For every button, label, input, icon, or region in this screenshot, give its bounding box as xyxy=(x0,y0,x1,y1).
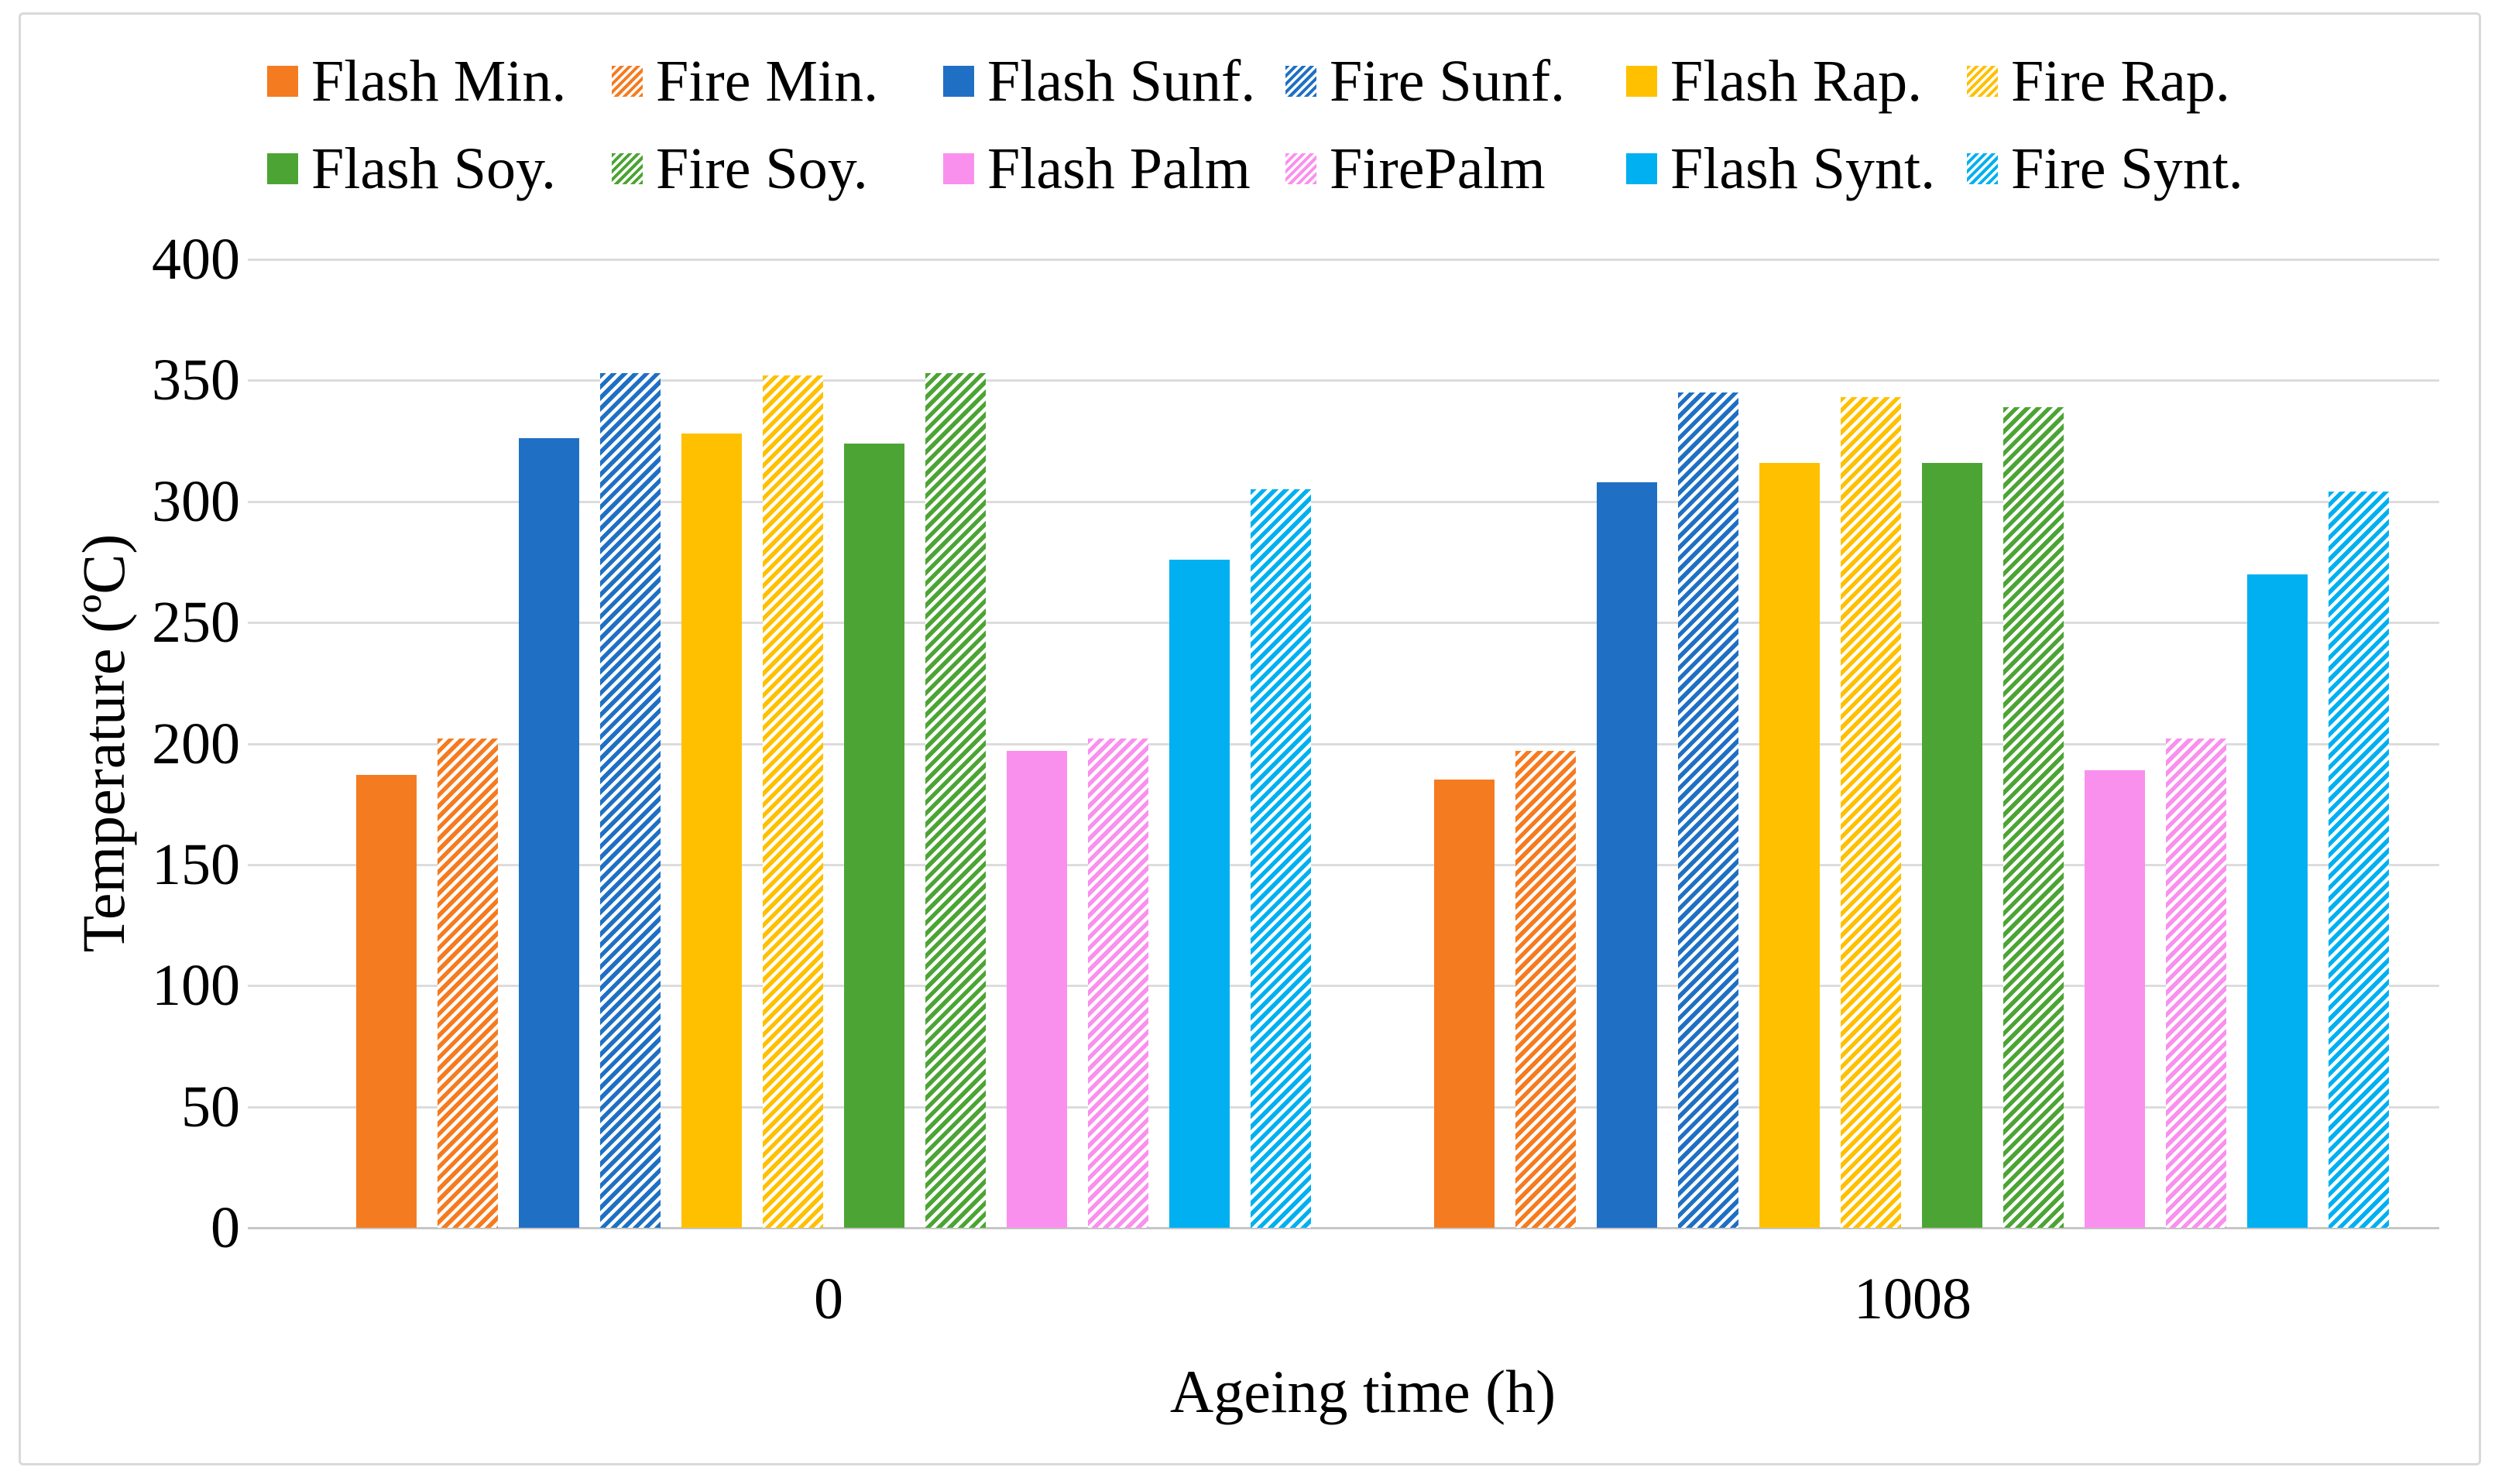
bar-fire-sunf-1008 xyxy=(1678,392,1738,1228)
legend-solid-swatch-icon xyxy=(1626,66,1657,97)
gridline xyxy=(248,864,2439,866)
legend-hatched-swatch-icon xyxy=(1285,66,1316,97)
bar-flash-synt-0 xyxy=(1169,560,1230,1228)
legend-item-flash-synt: Flash Synt. xyxy=(1626,135,1935,203)
bar-fire-rap-1008 xyxy=(1841,397,1901,1228)
legend-label: Flash Synt. xyxy=(1670,136,1936,201)
legend-hatched-swatch-icon xyxy=(612,153,643,184)
bar-flash-rap-0 xyxy=(681,434,742,1228)
x-category-label: 1008 xyxy=(1854,1266,1972,1331)
y-tick-label: 50 xyxy=(181,1074,240,1140)
gridline xyxy=(248,985,2439,987)
legend-item-flash-soy: Flash Soy. xyxy=(267,135,556,203)
legend-item-firepalm: FirePalm xyxy=(1285,135,1546,203)
legend-label: Fire Rap. xyxy=(2011,49,2230,114)
legend-item-fire-synt: Fire Synt. xyxy=(1967,135,2243,203)
x-axis-title: Ageing time (h) xyxy=(1169,1358,1556,1425)
y-tick-label: 400 xyxy=(152,227,240,292)
legend-item-flash-palm: Flash Palm xyxy=(943,135,1251,203)
bar-flash-rap-1008 xyxy=(1759,463,1820,1228)
bar-fire-rap-0 xyxy=(763,375,823,1228)
legend-item-fire-sunf: Fire Sunf. xyxy=(1285,47,1565,115)
legend-solid-swatch-icon xyxy=(1626,153,1657,184)
bar-fire-soy-0 xyxy=(925,373,986,1228)
bar-fire-min-1008 xyxy=(1515,751,1576,1228)
legend-hatched-swatch-icon xyxy=(1285,153,1316,184)
figure-border xyxy=(19,12,2481,1465)
y-tick-label: 0 xyxy=(211,1195,240,1260)
legend-solid-swatch-icon xyxy=(943,153,974,184)
legend-label: Fire Min. xyxy=(656,49,879,114)
legend-label: Flash Sunf. xyxy=(987,49,1256,114)
gridline xyxy=(248,1106,2439,1109)
bar-flash-palm-1008 xyxy=(2085,770,2145,1228)
bar-fire-sunf-0 xyxy=(600,373,661,1228)
bar-flash-synt-1008 xyxy=(2247,574,2308,1228)
legend-label: Fire Sunf. xyxy=(1330,49,1565,114)
legend-item-flash-rap: Flash Rap. xyxy=(1626,47,1922,115)
bar-flash-soy-1008 xyxy=(1922,463,1982,1228)
legend-label: Flash Min. xyxy=(311,49,567,114)
gridline xyxy=(248,743,2439,745)
y-tick-label: 150 xyxy=(152,832,240,897)
bar-flash-soy-0 xyxy=(844,444,904,1228)
legend-item-flash-sunf: Flash Sunf. xyxy=(943,47,1255,115)
legend-label: Flash Rap. xyxy=(1670,49,1923,114)
gridline xyxy=(248,259,2439,261)
legend-solid-swatch-icon xyxy=(267,66,298,97)
legend-label: Flash Palm xyxy=(987,136,1251,201)
legend-item-fire-min: Fire Min. xyxy=(612,47,878,115)
legend-label: Fire Soy. xyxy=(656,136,868,201)
legend-item-fire-rap: Fire Rap. xyxy=(1967,47,2230,115)
legend-item-fire-soy: Fire Soy. xyxy=(612,135,868,203)
legend-solid-swatch-icon xyxy=(943,66,974,97)
bar-fire-soy-1008 xyxy=(2003,407,2064,1228)
gridline xyxy=(248,501,2439,503)
legend-hatched-swatch-icon xyxy=(1967,153,1998,184)
bar-fire-min-0 xyxy=(438,739,498,1228)
bar-flash-sunf-0 xyxy=(519,438,579,1228)
legend-label: Fire Synt. xyxy=(2011,136,2243,201)
legend-item-flash-min: Flash Min. xyxy=(267,47,566,115)
legend-label: Flash Soy. xyxy=(311,136,557,201)
bar-flash-min-0 xyxy=(356,775,417,1228)
bar-fire-synt-0 xyxy=(1251,489,1311,1228)
bar-fire-synt-1008 xyxy=(2329,492,2389,1228)
gridline xyxy=(248,622,2439,624)
y-tick-label: 100 xyxy=(152,953,240,1018)
legend-hatched-swatch-icon xyxy=(612,66,643,97)
y-tick-label: 350 xyxy=(152,348,240,413)
legend-solid-swatch-icon xyxy=(267,153,298,184)
bar-firepalm-0 xyxy=(1088,739,1148,1228)
bar-flash-min-1008 xyxy=(1434,780,1495,1228)
x-axis-baseline xyxy=(248,1227,2439,1229)
bar-firepalm-1008 xyxy=(2166,739,2226,1228)
legend-hatched-swatch-icon xyxy=(1967,66,1998,97)
gridline xyxy=(248,379,2439,382)
legend-label: FirePalm xyxy=(1330,136,1546,201)
x-category-label: 0 xyxy=(814,1266,843,1331)
y-tick-label: 200 xyxy=(152,711,240,776)
y-tick-label: 300 xyxy=(152,469,240,534)
y-tick-label: 250 xyxy=(152,590,240,655)
bar-flash-palm-0 xyxy=(1007,751,1067,1228)
bar-flash-sunf-1008 xyxy=(1597,482,1657,1228)
